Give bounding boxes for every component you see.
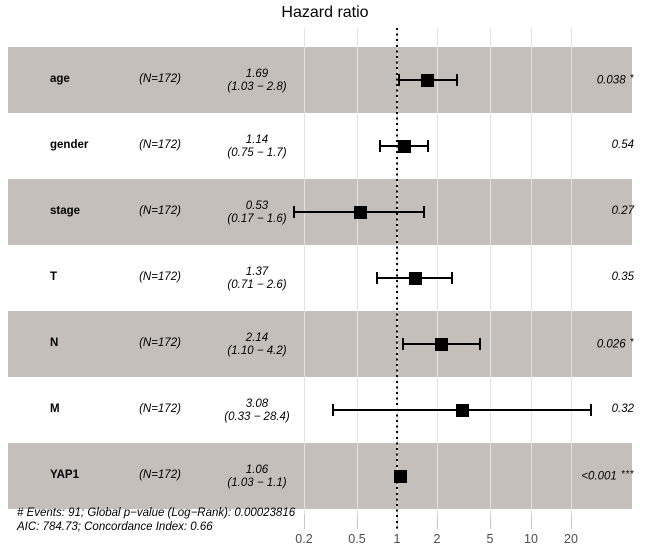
gridline: [571, 28, 572, 529]
p-value-label: 0.038 *: [464, 73, 634, 87]
axis-tick: [490, 514, 491, 529]
ci-cap-high: [451, 272, 453, 284]
ci-cap-low: [379, 140, 381, 152]
ci-cap-low: [402, 338, 404, 350]
footnote-line-2: AIC: 784.73; Concordance Index: 0.66: [17, 521, 213, 533]
estimate-label: 0.53 (0.17 − 1.6): [191, 200, 323, 225]
row-band-YAP1: [8, 443, 632, 509]
significance-stars: *: [629, 337, 634, 348]
hr-point-marker: [398, 140, 411, 153]
ci-cap-high: [423, 206, 425, 218]
chart-title: Hazard ratio: [281, 4, 369, 21]
axis-tick-label: 0.5: [348, 532, 366, 546]
ci-cap-low: [293, 206, 295, 218]
variable-label: N: [50, 337, 59, 349]
p-value: <0.001: [581, 470, 617, 483]
hr-value: 2.14: [245, 332, 269, 344]
axis-tick-label: 5: [486, 532, 494, 546]
hr-value: 3.08: [245, 398, 269, 410]
ci-value: (0.75 − 1.7): [227, 146, 287, 159]
p-value: 0.35: [611, 271, 634, 283]
n-label: (N=172): [139, 271, 181, 283]
hr-point-marker: [354, 206, 367, 219]
estimate-label: 1.69 (1.03 − 2.8): [191, 68, 323, 93]
p-value-label: 0.54: [464, 139, 634, 151]
ci-cap-low: [398, 74, 400, 86]
p-value: 0.026: [596, 338, 626, 351]
hr-point-marker: [456, 404, 469, 417]
estimate-label: 1.06 (1.03 − 1.1): [191, 464, 323, 489]
n-label: (N=172): [139, 403, 181, 415]
axis-tick-label: 20: [564, 532, 578, 546]
p-value: 0.27: [611, 205, 634, 217]
footnote-line-1: # Events: 91; Global p−value (Log−Rank):…: [17, 507, 296, 519]
hr-point-marker: [435, 338, 448, 351]
ci-cap-high: [479, 338, 481, 350]
variable-label: age: [50, 73, 70, 85]
axis-tick-label: 2: [433, 532, 441, 546]
n-label: (N=172): [139, 337, 181, 349]
gridline: [357, 28, 358, 529]
ci-cap-low: [376, 272, 378, 284]
p-value-label: 0.35: [464, 271, 634, 283]
axis-tick: [571, 514, 572, 529]
estimate-label: 1.37 (0.71 − 2.6): [191, 266, 323, 291]
row-band-age: [8, 47, 632, 113]
gridline: [490, 28, 491, 529]
row-band-N: [8, 311, 632, 377]
axis-tick: [437, 514, 438, 529]
variable-label: M: [50, 403, 60, 415]
n-label: (N=172): [139, 73, 181, 85]
variable-label: YAP1: [50, 469, 79, 481]
significance-stars: *: [629, 73, 634, 84]
axis-tick: [304, 514, 305, 529]
n-label: (N=172): [139, 205, 181, 217]
variable-label: T: [50, 271, 58, 283]
gridline: [531, 28, 532, 529]
variable-label: stage: [50, 205, 81, 217]
axis-tick: [357, 514, 358, 529]
p-value-label: <0.001 ***: [464, 469, 634, 483]
ci-value: (0.17 − 1.6): [227, 212, 287, 225]
n-label: (N=172): [139, 469, 181, 481]
gridline: [304, 28, 305, 529]
axis-tick-label: 1: [393, 532, 401, 546]
ci-cap-low: [332, 404, 334, 416]
p-value: 0.54: [611, 139, 634, 151]
ci-cap-high: [590, 404, 592, 416]
ci-value: (1.10 − 4.2): [227, 344, 287, 357]
estimate-label: 3.08 (0.33 − 28.4): [191, 398, 323, 423]
hr-value: 1.06: [245, 464, 269, 476]
p-value-label: 0.27: [464, 205, 634, 217]
ci-value: (0.71 − 2.6): [227, 278, 287, 291]
ci-value: (0.33 − 28.4): [224, 410, 290, 423]
hr-value: 1.69: [245, 68, 269, 80]
hr-point-marker: [409, 272, 422, 285]
p-value: 0.32: [611, 403, 634, 415]
p-value-label: 0.32: [464, 403, 634, 415]
axis-tick-label: 10: [524, 532, 538, 546]
ci-cap-high: [456, 74, 458, 86]
footnote: # Events: 91; Global p−value (Log−Rank):…: [17, 506, 295, 534]
axis-tick: [531, 514, 532, 529]
axis-tick-label: 0.2: [295, 532, 313, 546]
p-value-label: 0.026 *: [464, 337, 634, 351]
ci-cap-high: [427, 140, 429, 152]
ci-value: (1.03 − 1.1): [227, 476, 287, 489]
hr-point-marker: [421, 74, 434, 87]
reference-line: [396, 28, 398, 531]
ci-value: (1.03 − 2.8): [227, 80, 287, 93]
hr-point-marker: [394, 470, 407, 483]
significance-stars: ***: [620, 469, 634, 480]
n-label: (N=172): [139, 139, 181, 151]
p-value: 0.038: [596, 74, 626, 87]
estimate-label: 2.14 (1.10 − 4.2): [191, 332, 323, 357]
hr-value: 1.37: [245, 266, 269, 278]
estimate-label: 1.14 (0.75 − 1.7): [191, 134, 323, 159]
hr-value: 0.53: [245, 200, 269, 212]
variable-label: gender: [50, 139, 89, 151]
hr-value: 1.14: [245, 134, 269, 146]
